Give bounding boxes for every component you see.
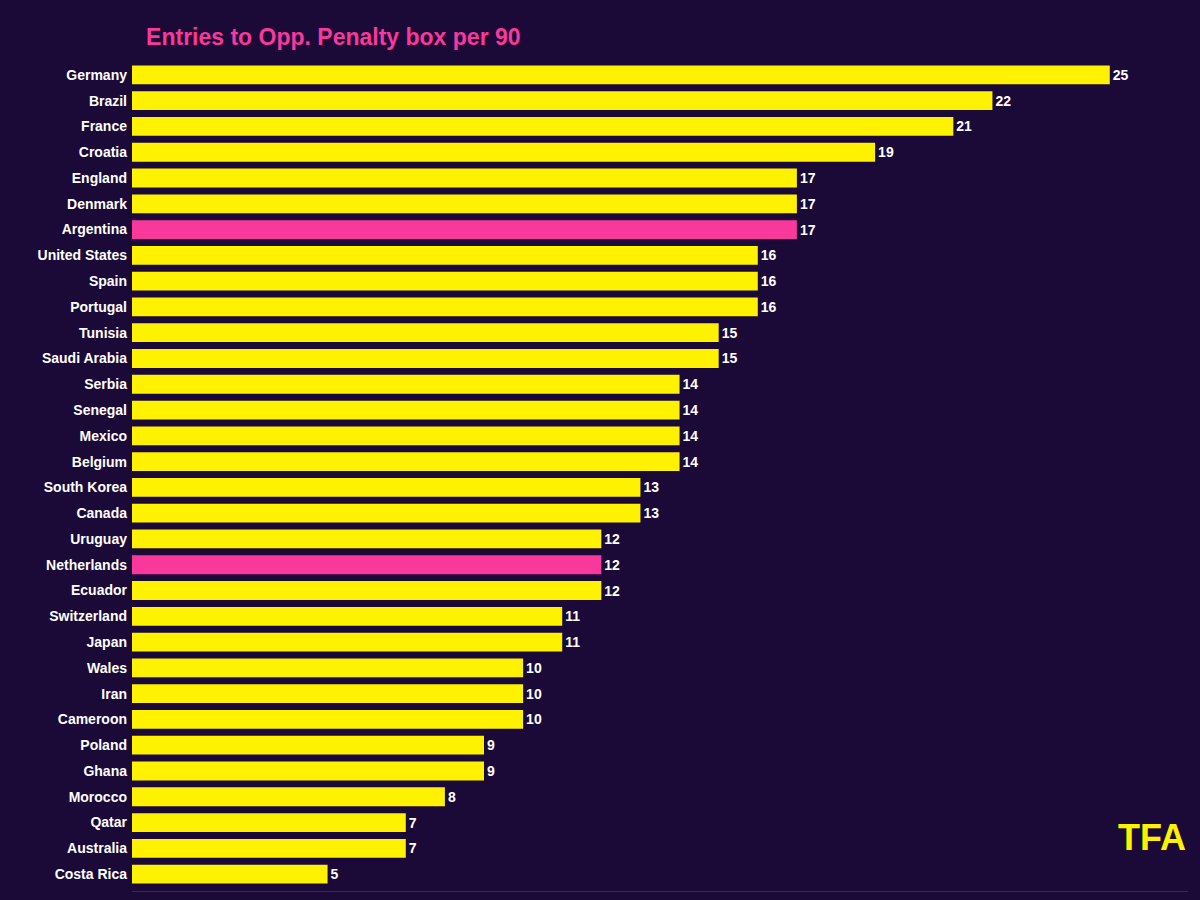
svg-text:Qatar: Qatar (90, 814, 127, 830)
svg-text:13: 13 (643, 479, 659, 495)
svg-text:England: England (72, 170, 127, 186)
svg-text:Japan: Japan (87, 634, 127, 650)
svg-text:Australia: Australia (67, 840, 127, 856)
svg-text:Belgium: Belgium (72, 454, 127, 470)
svg-text:13: 13 (643, 505, 659, 521)
svg-text:7: 7 (409, 840, 417, 856)
svg-text:Iran: Iran (101, 686, 127, 702)
svg-text:12: 12 (604, 557, 620, 573)
svg-text:10: 10 (526, 686, 542, 702)
svg-text:Brazil: Brazil (89, 93, 127, 109)
svg-text:15: 15 (722, 350, 738, 366)
svg-text:Morocco: Morocco (69, 789, 127, 805)
svg-text:10: 10 (526, 660, 542, 676)
svg-text:Ghana: Ghana (83, 763, 127, 779)
svg-text:21: 21 (956, 118, 972, 134)
svg-text:17: 17 (800, 196, 816, 212)
svg-text:11: 11 (565, 608, 580, 624)
svg-text:Poland: Poland (80, 737, 127, 753)
svg-text:Saudi Arabia: Saudi Arabia (42, 350, 127, 366)
svg-text:14: 14 (683, 402, 699, 418)
svg-text:Mexico: Mexico (80, 428, 127, 444)
svg-text:Entries to Opp. Penalty box pe: Entries to Opp. Penalty box per 90 (146, 24, 520, 50)
svg-text:France: France (81, 118, 127, 134)
svg-text:14: 14 (683, 428, 699, 444)
svg-text:16: 16 (761, 247, 777, 263)
svg-text:United States: United States (38, 247, 128, 263)
svg-text:TFA: TFA (1118, 817, 1186, 858)
svg-text:Denmark: Denmark (67, 196, 127, 212)
svg-text:Costa Rica: Costa Rica (55, 866, 128, 882)
svg-text:16: 16 (761, 299, 777, 315)
svg-text:Portugal: Portugal (70, 299, 127, 315)
svg-text:Argentina: Argentina (62, 221, 128, 237)
svg-text:Netherlands: Netherlands (46, 557, 127, 573)
svg-text:12: 12 (604, 583, 620, 599)
svg-text:8: 8 (448, 789, 456, 805)
svg-text:19: 19 (878, 144, 894, 160)
svg-text:Spain: Spain (89, 273, 127, 289)
svg-text:Germany: Germany (66, 67, 127, 83)
svg-text:14: 14 (683, 454, 699, 470)
svg-text:Wales: Wales (87, 660, 127, 676)
svg-text:Serbia: Serbia (84, 376, 127, 392)
svg-text:17: 17 (800, 222, 816, 238)
svg-text:16: 16 (761, 273, 777, 289)
svg-text:Canada: Canada (76, 505, 127, 521)
svg-text:Croatia: Croatia (79, 144, 127, 160)
svg-text:17: 17 (800, 170, 816, 186)
svg-text:10: 10 (526, 711, 542, 727)
svg-text:15: 15 (722, 325, 738, 341)
svg-text:14: 14 (683, 376, 699, 392)
svg-text:12: 12 (604, 531, 620, 547)
svg-text:Senegal: Senegal (73, 402, 127, 418)
svg-text:Ecuador: Ecuador (71, 582, 128, 598)
svg-text:7: 7 (409, 815, 417, 831)
svg-text:25: 25 (1113, 67, 1129, 83)
svg-text:Switzerland: Switzerland (49, 608, 127, 624)
svg-text:Uruguay: Uruguay (70, 531, 127, 547)
svg-text:5: 5 (331, 866, 339, 882)
svg-text:22: 22 (995, 93, 1011, 109)
svg-text:9: 9 (487, 763, 495, 779)
svg-text:9: 9 (487, 737, 495, 753)
svg-text:11: 11 (565, 634, 580, 650)
svg-text:Cameroon: Cameroon (58, 711, 127, 727)
svg-text:South Korea: South Korea (44, 479, 127, 495)
svg-text:Tunisia: Tunisia (79, 325, 127, 341)
